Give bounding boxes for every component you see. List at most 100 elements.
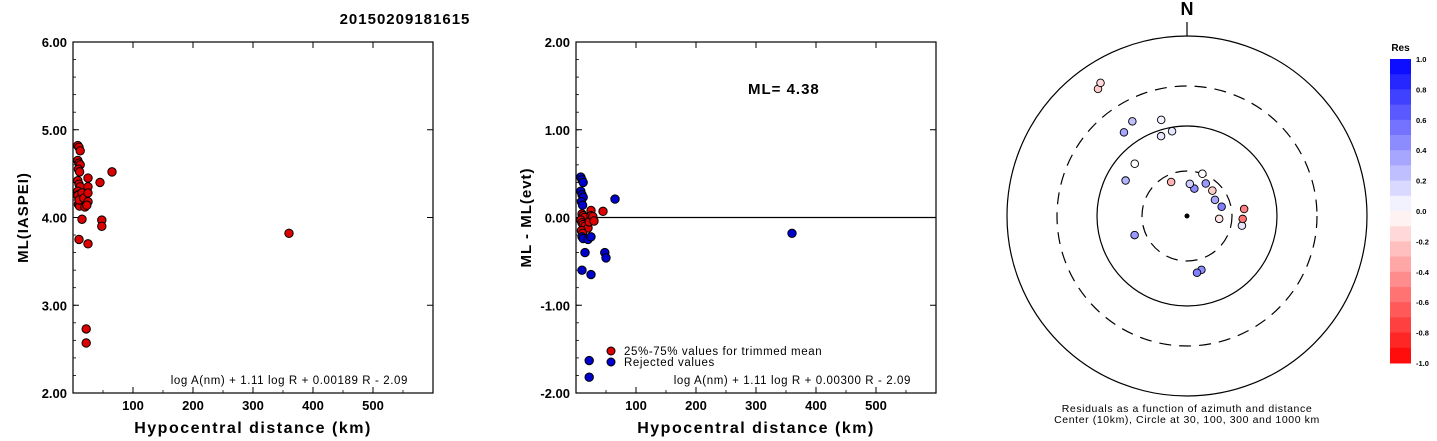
ml-vs-distance-panel: 2.00 3.00 4.00 5.00 6.00 100 200 300 400 500 Hypoc… <box>15 35 434 437</box>
data-point <box>589 216 599 226</box>
station-residual-point <box>1156 115 1166 125</box>
colorbar-segment <box>1390 287 1411 303</box>
attenuation-formula: log A(nm) + 1.11 log R + 0.00189 R - 2.0… <box>171 375 408 387</box>
station-residual-point <box>1214 214 1224 224</box>
data-point <box>77 214 87 224</box>
x-tick-label: 400 <box>302 398 324 413</box>
station-residual-point <box>1121 176 1130 185</box>
station-residual-point <box>1217 202 1226 211</box>
x-tick-label: 500 <box>362 398 384 413</box>
epicenter-marker <box>1184 213 1190 219</box>
station-residual-point <box>1238 214 1247 224</box>
colorbar-segment <box>1390 150 1411 166</box>
data-point <box>578 177 588 188</box>
colorbar-tick-label: -0.8 <box>1416 329 1429 338</box>
colorbar-segment <box>1390 59 1411 75</box>
data-point <box>601 253 611 263</box>
station-residual-point <box>1198 169 1207 178</box>
station-residual-point <box>1185 179 1195 189</box>
y-axis-label: ML(IASPEI) <box>15 172 32 263</box>
colorbar-tick-label: 0.6 <box>1416 116 1426 125</box>
x-tick-label: 200 <box>685 398 707 413</box>
station-residual-point <box>1166 177 1176 187</box>
colorbar-segment <box>1390 104 1411 121</box>
distance-ring <box>1096 125 1278 307</box>
y-tick-label: -2.00 <box>540 386 570 401</box>
data-point <box>81 324 91 334</box>
data-point <box>95 177 105 188</box>
colorbar-segment <box>1390 226 1411 242</box>
colorbar-segment <box>1390 89 1411 106</box>
colorbar-segment <box>1390 211 1411 227</box>
distance-ring <box>1141 170 1233 262</box>
y-tick-label: 1.00 <box>545 123 570 138</box>
colorbar-segment <box>1390 332 1411 349</box>
data-point <box>107 167 117 177</box>
x-tick-label: 500 <box>865 398 887 413</box>
y-tick-label: 5.00 <box>42 123 67 138</box>
station-residual-point <box>1096 78 1105 88</box>
station-residual-point <box>1119 128 1129 137</box>
legend-marker <box>606 346 616 356</box>
plot-frame <box>72 41 434 394</box>
x-axis-label: Hypocentral distance (km) <box>637 420 875 437</box>
colorbar-segment <box>1390 180 1411 197</box>
colorbar-tick-label: -0.2 <box>1416 237 1429 246</box>
station-residual-point <box>1128 117 1137 126</box>
colorbar-tick-label: 0.2 <box>1416 177 1426 186</box>
map-caption-line-1: Residuals as a function of azimuth and d… <box>1062 403 1313 415</box>
y-tick-label: 3.00 <box>42 298 67 313</box>
colorbar-tick-label: -0.4 <box>1416 268 1430 277</box>
event-id-title: 20150209181615 <box>340 11 471 28</box>
colorbar-label: Res <box>1391 43 1410 54</box>
data-point <box>83 188 93 198</box>
data-point <box>74 167 85 177</box>
colorbar-tick-label: 0.4 <box>1416 146 1427 155</box>
map-caption-line-2: Center (10km), Circle at 30, 100, 300 an… <box>1054 414 1320 426</box>
y-tick-label: -1.00 <box>540 298 570 313</box>
colorbar-segment <box>1390 74 1411 90</box>
legend-marker <box>606 357 616 367</box>
data-point <box>586 269 596 280</box>
data-point <box>82 200 92 210</box>
x-tick-label: 100 <box>625 398 647 413</box>
y-tick-label: 0.00 <box>545 211 570 226</box>
data-point <box>580 247 590 258</box>
y-tick-label: 2.00 <box>42 386 67 401</box>
data-point <box>787 228 797 238</box>
legend-label: 25%-75% values for trimmed mean <box>624 346 822 358</box>
station-residual-point <box>1156 131 1166 141</box>
x-tick-label: 300 <box>242 398 264 413</box>
colorbar-tick-label: -0.6 <box>1416 298 1429 307</box>
station-residual-point <box>1210 195 1220 205</box>
data-point <box>83 173 93 183</box>
colorbar-segment <box>1390 271 1411 288</box>
x-tick-label: 300 <box>745 398 767 413</box>
station-residual-point <box>1208 186 1217 195</box>
station-residual-point <box>1130 159 1139 168</box>
data-point <box>75 146 85 156</box>
azimuth-residual-map-panel: N Residuals as a function of azimuth and … <box>1006 0 1430 426</box>
x-tick-label: 400 <box>805 398 827 413</box>
data-point <box>577 265 587 275</box>
colorbar-segment <box>1390 241 1411 258</box>
colorbar-segment <box>1390 195 1411 212</box>
data-point <box>97 221 107 231</box>
station-residual-point <box>1201 179 1211 188</box>
colorbar-segment <box>1390 256 1411 273</box>
station-residual-point <box>1130 230 1139 240</box>
data-point <box>584 372 594 382</box>
y-tick-label: 2.00 <box>545 35 570 50</box>
colorbar-tick-label: -1.0 <box>1416 359 1429 368</box>
attenuation-formula: log A(nm) + 1.11 log R + 0.00300 R - 2.0… <box>674 375 911 387</box>
y-tick-label: 4.00 <box>42 211 67 226</box>
data-point <box>74 234 84 245</box>
y-axis-label: ML - ML(evt) <box>518 167 535 267</box>
colorbar-segment <box>1390 135 1411 151</box>
data-point <box>577 200 588 210</box>
colorbar-tick-label: 0.8 <box>1416 85 1426 94</box>
data-point <box>81 338 91 348</box>
station-residual-point <box>1239 204 1249 214</box>
colorbar-tick-label: 0.0 <box>1416 207 1426 216</box>
